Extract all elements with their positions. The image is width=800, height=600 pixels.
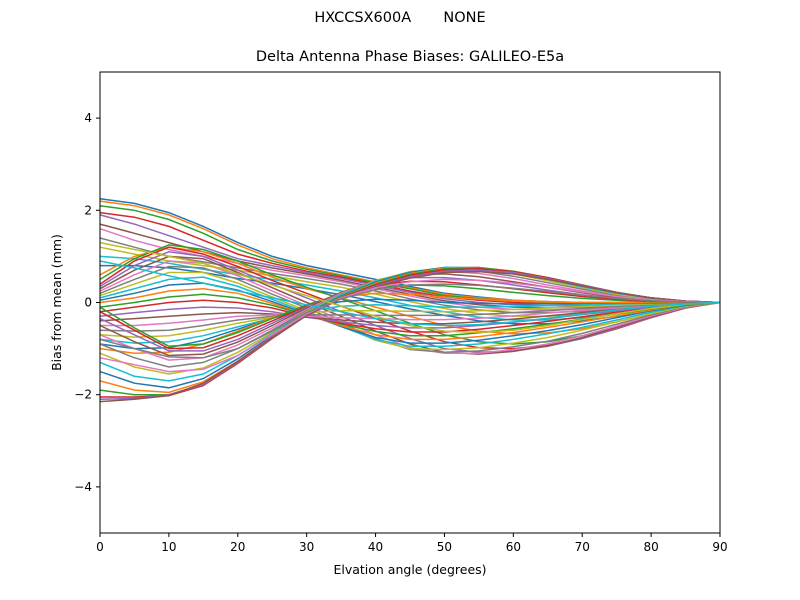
series-line-22 (99, 287, 721, 341)
series-layer (99, 198, 721, 403)
series-line-27 (100, 301, 721, 327)
y-axis: −4 −2 0 2 4 (74, 111, 100, 494)
series-line-20 (99, 276, 721, 348)
y-axis-label: Bias from mean (mm) (49, 234, 64, 371)
x-axis: 0 10 20 30 40 50 60 70 80 90 (96, 533, 728, 554)
x-tick-label: 30 (299, 540, 314, 554)
figure-suptitle: HXCCSX600A NONE (0, 10, 800, 26)
y-tick-label: 4 (84, 111, 92, 125)
series-line-30 (99, 301, 721, 344)
x-tick-label: 0 (96, 540, 104, 554)
x-tick-label: 40 (368, 540, 383, 554)
series-line-46 (99, 270, 721, 403)
chart-title: Delta Antenna Phase Biases: GALILEO-E5a (255, 49, 565, 65)
series-line-24 (99, 299, 721, 333)
y-tick-label: −2 (74, 388, 92, 402)
x-tick-label: 60 (506, 540, 521, 554)
x-tick-label: 50 (437, 540, 452, 554)
series-line-16 (99, 255, 721, 355)
y-tick-label: 0 (84, 296, 92, 310)
x-tick-label: 90 (712, 540, 727, 554)
series-line-25 (99, 301, 721, 329)
y-tick-label: −4 (74, 480, 92, 494)
x-tick-label: 80 (643, 540, 658, 554)
series-line-28 (99, 301, 721, 332)
series-line-48 (99, 283, 721, 359)
series-line-18 (99, 265, 721, 354)
series-line-29 (99, 301, 721, 338)
x-axis-label: Elvation angle (degrees) (333, 562, 486, 577)
antenna-name: HXCCSX600A (314, 10, 412, 26)
y-tick-label: 2 (84, 203, 92, 217)
series-line-50 (99, 260, 721, 327)
series-line-15 (99, 251, 721, 354)
series-line-49 (99, 241, 721, 334)
series-line-47 (99, 278, 721, 373)
x-tick-label: 10 (161, 540, 176, 554)
x-tick-label: 20 (230, 540, 245, 554)
x-tick-label: 70 (575, 540, 590, 554)
series-line-19 (99, 271, 721, 351)
radome-name: NONE (443, 10, 486, 26)
